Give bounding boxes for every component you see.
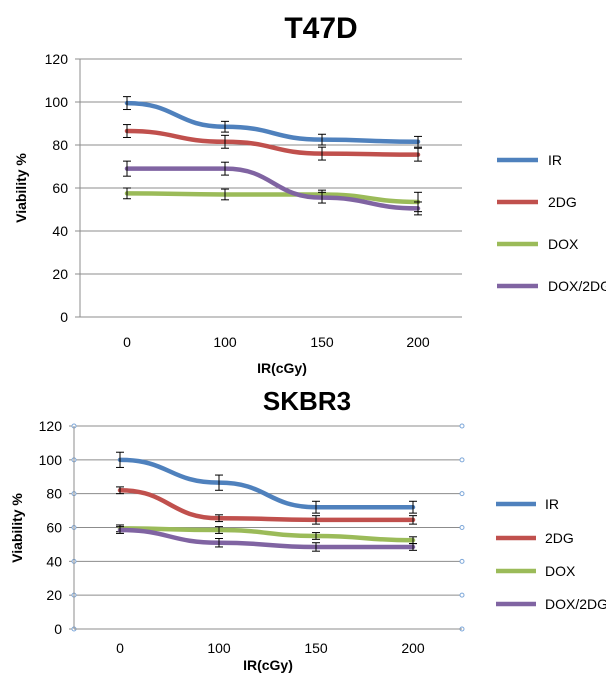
y-tick-label: 60 (52, 180, 68, 196)
series-ir (116, 451, 417, 514)
x-tick-label: 150 (310, 334, 334, 350)
x-axis-label: IR(cGy) (243, 657, 293, 673)
y-tick-label: 100 (39, 452, 63, 468)
legend-label: IR (545, 496, 559, 512)
x-tick-label: 150 (304, 640, 328, 656)
series-ir (123, 96, 422, 148)
gridline-end-marker (459, 423, 465, 429)
gridline-end-marker (459, 525, 465, 530)
x-tick-label: 100 (207, 640, 231, 656)
gridline-end-marker (459, 592, 465, 598)
y-tick-label: 40 (52, 223, 68, 239)
chart-title: SKBR3 (263, 386, 351, 416)
legend-label: DOX/2DG (545, 596, 606, 612)
y-tick-label: 0 (60, 309, 68, 325)
y-axis-label: Viability % (9, 493, 25, 563)
series-line (117, 457, 416, 510)
y-tick-label: 20 (46, 587, 62, 603)
y-axis-label: Viability % (13, 153, 29, 223)
series-line (124, 128, 421, 157)
gridline-end-marker (459, 457, 465, 463)
x-axis-label: IR(cGy) (257, 360, 307, 376)
y-tick-label: 20 (52, 266, 68, 282)
y-tick-label: 0 (54, 621, 62, 637)
y-tick-label: 120 (39, 418, 63, 434)
series-line (117, 526, 416, 543)
x-tick-label: 0 (123, 334, 131, 350)
legend-label: DOX (548, 236, 579, 252)
series-2dg (116, 486, 417, 525)
series-line (124, 191, 421, 205)
x-tick-label: 200 (401, 640, 425, 656)
series-dox (123, 187, 422, 213)
gridline-end-marker (459, 491, 465, 497)
legend-label: 2DG (548, 194, 577, 210)
x-tick-label: 200 (406, 334, 430, 350)
legend-label: DOX (545, 563, 576, 579)
y-tick-label: 80 (46, 486, 62, 502)
series-2dg (123, 124, 422, 162)
y-tick-label: 120 (45, 51, 69, 67)
y-tick-label: 40 (46, 553, 62, 569)
series-line (124, 166, 421, 211)
legend-label: IR (548, 152, 562, 168)
legend-label: 2DG (545, 530, 574, 546)
y-tick-label: 80 (52, 137, 68, 153)
series-dox-2dg (116, 526, 417, 552)
x-tick-label: 100 (213, 334, 237, 350)
legend-label: DOX/2DG (548, 278, 606, 294)
gridline-end-marker (459, 558, 465, 564)
y-tick-label: 60 (46, 520, 62, 536)
series-line (124, 100, 421, 145)
chart-t47d: T47D 0 20 40 60 80 100 120 0 100 150 200 IR(cGy) Viab… (13, 12, 606, 376)
y-tick-label: 100 (45, 94, 69, 110)
series-line (117, 488, 416, 523)
chart-skbr3: SKBR3 0 20 40 60 80 100 120 0 100 150 200 IR(cGy) Via… (9, 386, 606, 673)
series-dox-2dg (123, 160, 422, 216)
chart-title: T47D (284, 12, 357, 45)
x-tick-label: 0 (116, 640, 124, 656)
series-line (117, 527, 416, 550)
